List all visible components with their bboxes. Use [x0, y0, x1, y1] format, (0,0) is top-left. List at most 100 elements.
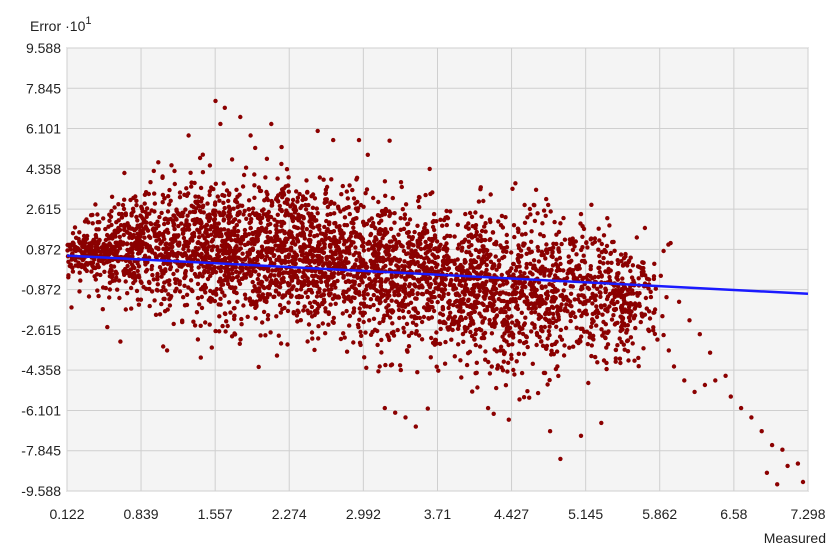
data-point	[294, 287, 299, 293]
data-point	[422, 276, 428, 282]
data-point	[481, 302, 486, 308]
data-point	[205, 201, 210, 206]
data-point	[422, 260, 427, 266]
data-point	[309, 194, 314, 199]
data-point	[287, 229, 292, 234]
data-point	[561, 268, 566, 273]
data-point	[246, 207, 252, 212]
data-point	[625, 301, 630, 306]
data-point	[433, 337, 439, 343]
data-point	[294, 216, 299, 221]
data-point	[561, 288, 566, 293]
data-point	[325, 282, 330, 287]
data-point	[475, 385, 480, 390]
data-point	[573, 314, 578, 320]
data-point	[484, 308, 490, 313]
data-point	[544, 310, 549, 316]
data-point	[583, 301, 588, 306]
data-point	[426, 257, 431, 262]
data-point	[399, 274, 404, 279]
data-point	[221, 200, 226, 205]
data-point	[548, 209, 553, 214]
data-point	[259, 225, 264, 230]
data-point	[546, 329, 551, 334]
data-point	[326, 322, 331, 327]
data-point	[294, 313, 300, 318]
data-point	[528, 212, 533, 217]
data-point	[142, 253, 148, 258]
data-point	[540, 221, 545, 226]
data-point	[431, 218, 436, 224]
data-point	[613, 356, 618, 361]
data-point	[188, 170, 193, 175]
data-point	[353, 245, 358, 250]
data-point	[129, 213, 134, 218]
data-point	[281, 190, 286, 195]
data-point	[506, 326, 511, 332]
data-point	[154, 238, 159, 243]
data-point	[341, 331, 346, 336]
data-point	[447, 314, 452, 319]
data-point	[144, 245, 149, 250]
data-point	[402, 216, 407, 221]
data-point	[240, 251, 245, 256]
x-axis-tick-labels: 0.122 0.839 1.557 2.274 2.992 3.71 4.427 5.145 5…	[49, 506, 825, 522]
data-point	[599, 420, 604, 426]
data-point	[610, 298, 615, 303]
data-point	[316, 336, 321, 341]
data-point	[206, 269, 211, 275]
data-point	[361, 301, 367, 306]
data-point	[275, 279, 280, 285]
data-point	[375, 266, 381, 271]
data-point	[324, 184, 330, 190]
data-point	[515, 256, 520, 261]
data-point	[379, 218, 384, 223]
data-point	[515, 322, 521, 327]
data-point	[589, 353, 594, 359]
data-point	[167, 303, 173, 308]
data-point	[183, 207, 188, 212]
data-point	[400, 308, 406, 314]
data-point	[281, 279, 287, 284]
data-point	[707, 350, 713, 355]
data-point	[299, 203, 305, 209]
data-point	[377, 213, 383, 219]
data-point	[289, 258, 295, 264]
data-point	[305, 276, 310, 281]
data-point	[274, 353, 280, 358]
data-point	[353, 287, 359, 292]
data-point	[304, 226, 309, 232]
data-point	[474, 270, 479, 276]
data-point	[466, 270, 472, 276]
data-point	[226, 300, 232, 305]
data-point	[626, 315, 632, 320]
data-point	[505, 314, 510, 319]
data-point	[403, 202, 409, 207]
data-point	[406, 284, 412, 289]
data-point	[438, 311, 443, 316]
data-point	[95, 262, 100, 267]
data-point	[432, 246, 437, 252]
data-point	[500, 278, 506, 283]
data-point	[346, 247, 351, 253]
data-point	[536, 280, 542, 285]
data-point	[369, 262, 375, 267]
y-axis-title-text: Error	[30, 18, 61, 34]
data-point	[245, 314, 250, 319]
data-point	[340, 183, 345, 189]
data-point	[333, 251, 338, 257]
data-point	[452, 354, 457, 359]
data-point	[135, 268, 140, 274]
data-point	[218, 296, 223, 301]
data-point	[409, 314, 414, 319]
data-point	[486, 359, 491, 365]
data-point	[257, 213, 262, 218]
data-point	[542, 273, 547, 278]
data-point	[436, 284, 441, 290]
data-point	[315, 128, 320, 134]
data-point	[632, 358, 637, 363]
data-point	[571, 344, 576, 349]
data-point	[652, 307, 658, 312]
data-point	[413, 261, 418, 267]
data-point	[562, 343, 567, 348]
